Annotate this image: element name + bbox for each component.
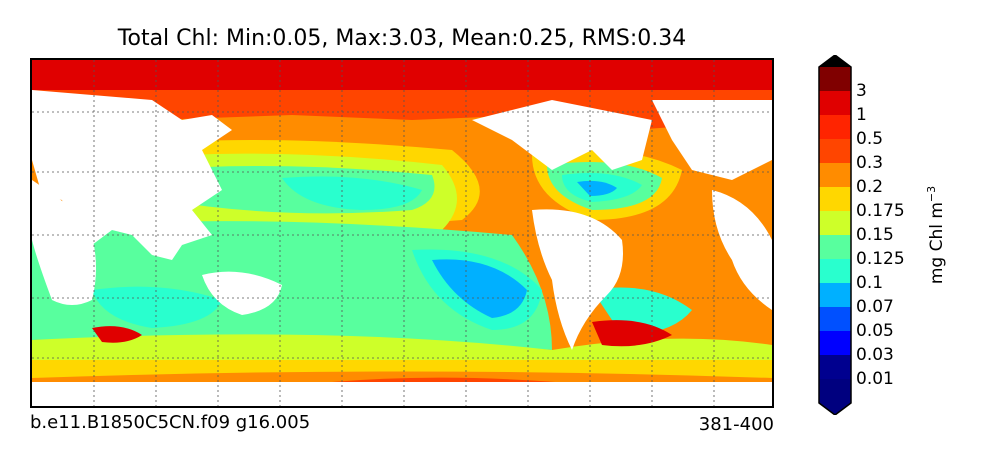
north-pacific-gyre — [282, 176, 422, 210]
chlorophyll-map — [30, 58, 774, 408]
colorbar-under-arrow — [819, 403, 851, 415]
colorbar-tick-label: 0.2 — [856, 177, 884, 197]
map-gridlines — [32, 60, 772, 406]
case-name-label: b.e11.B1850C5CN.f09 g16.005 — [30, 412, 311, 433]
colorbar-tick-label: 0.125 — [856, 249, 905, 269]
colorbar-units: mg Chl m−3 — [925, 186, 947, 284]
colorbar-tick-label: 0.05 — [856, 321, 894, 341]
colorbar-swatch — [819, 355, 851, 379]
colorbar-tick-label: 0.15 — [856, 225, 894, 245]
colorbar-swatch — [819, 283, 851, 307]
sargasso-gyre — [577, 180, 617, 196]
colorbar-tick-label: 0.1 — [856, 273, 884, 293]
colorbar-tick-label: 3 — [856, 81, 867, 101]
colorbar-units-exponent: −3 — [925, 185, 939, 203]
colorbar-tick-label: 0.3 — [856, 153, 884, 173]
colorbar-tick-label: 0.175 — [856, 201, 905, 221]
colorbar-over-arrow — [819, 55, 851, 67]
map-canvas — [32, 60, 772, 406]
colorbar-swatch — [819, 331, 851, 355]
colorbar-swatch — [819, 211, 851, 235]
colorbar-swatch — [819, 115, 851, 139]
west-africa — [712, 190, 772, 310]
colorbar-swatch — [819, 163, 851, 187]
colorbar-swatch — [819, 187, 851, 211]
south-america — [532, 209, 623, 350]
south-pacific-gyre — [432, 259, 527, 318]
colorbar-tick-label: 1 — [856, 105, 867, 125]
colorbar-swatch — [819, 67, 851, 91]
southern-lime-band — [32, 334, 772, 365]
years-label: 381-400 — [698, 414, 774, 435]
colorbar-tick-label: 0.01 — [856, 369, 894, 389]
arctic-band — [32, 60, 772, 90]
map-title: Total Chl: Min:0.05, Max:3.03, Mean:0.25… — [117, 26, 687, 51]
colorbar-swatch — [819, 259, 851, 283]
greenland-europe — [652, 100, 772, 180]
colorbar-swatch — [819, 139, 851, 163]
colorbar — [818, 55, 852, 415]
colorbar-outline — [818, 55, 852, 415]
colorbar-swatch — [819, 307, 851, 331]
colorbar-swatch — [819, 91, 851, 115]
colorbar-units-base: mg Chl m — [926, 202, 947, 285]
kerguelen-bloom — [92, 326, 142, 343]
africa — [32, 180, 96, 305]
colorbar-tick-label: 0.5 — [856, 129, 884, 149]
north-america — [472, 100, 652, 170]
antarctica — [32, 382, 772, 406]
colorbar-swatch — [819, 379, 851, 403]
colorbar-swatch — [819, 235, 851, 259]
indian-ocean-cyan — [92, 286, 222, 328]
colorbar-tick-label: 0.07 — [856, 297, 894, 317]
colorbar-tick-label: 0.03 — [856, 345, 894, 365]
australia — [202, 271, 282, 315]
